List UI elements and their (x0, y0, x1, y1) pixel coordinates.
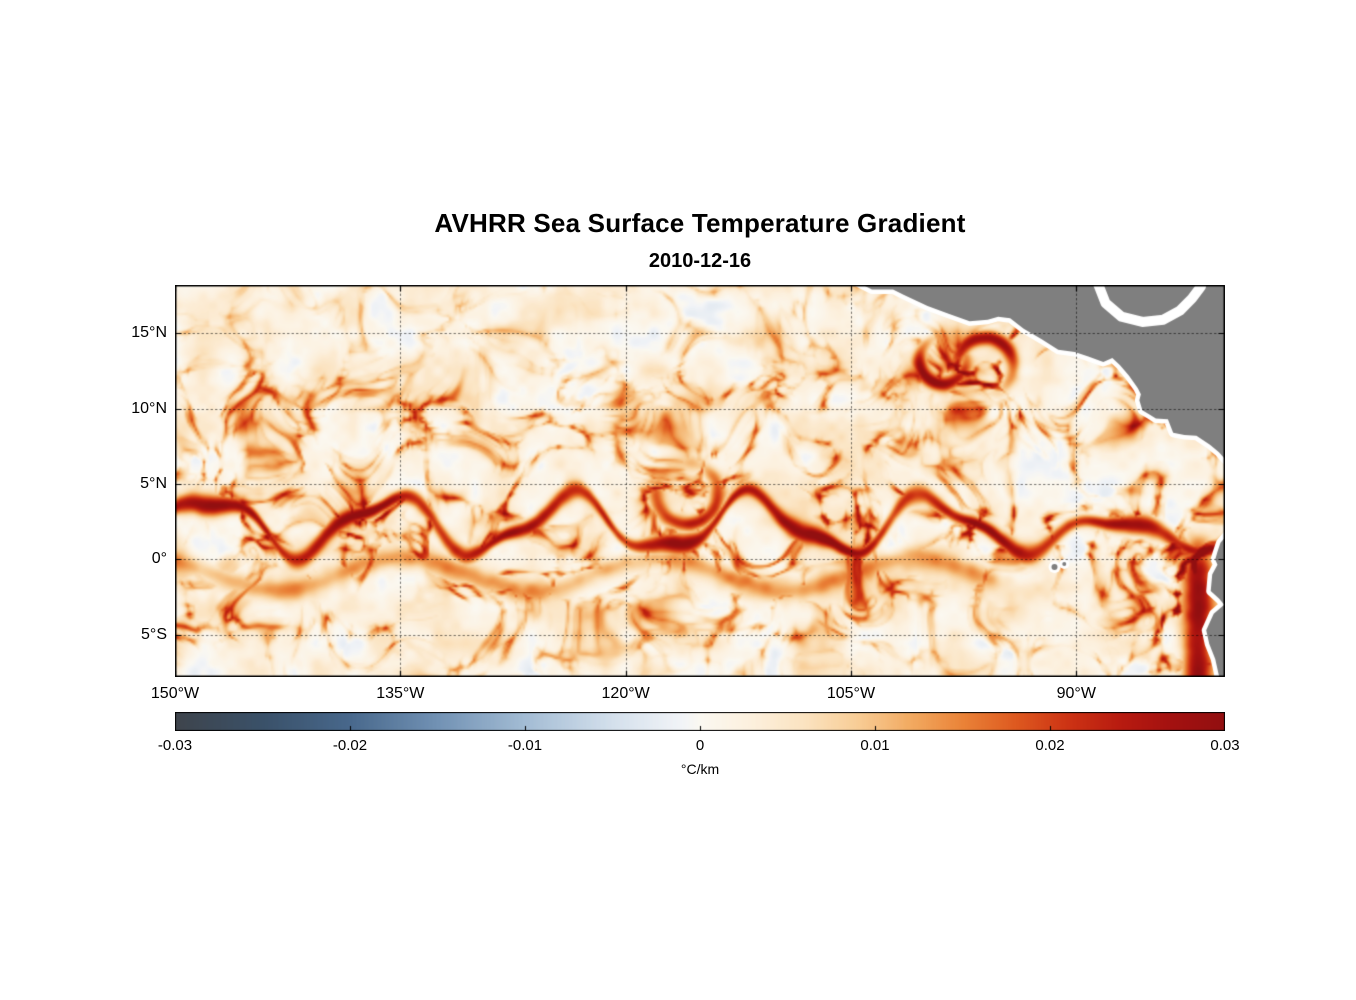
colorbar-tick-label: 0.03 (1210, 737, 1240, 754)
y-axis-tick-label: 15°N (131, 324, 167, 342)
x-axis-tick-label: 105°W (826, 685, 876, 702)
colorbar-tick-label: -0.03 (157, 737, 193, 754)
y-axis-tick-label: 5°N (140, 475, 167, 492)
chart-subtitle-date: 2010-12-16 (648, 250, 752, 272)
colorbar-tick-label: 0.02 (1035, 737, 1065, 754)
sst-gradient-map-canvas (175, 285, 1225, 677)
colorbar-tick-label: -0.01 (507, 737, 543, 754)
colorbar-tick-label: 0 (695, 737, 705, 754)
x-axis-tick-label: 90°W (1056, 685, 1096, 702)
y-axis-tick-label: 0° (151, 550, 167, 568)
chart-title: AVHRR Sea Surface Temperature Gradient (434, 208, 966, 238)
colorbar-tick-label: 0.01 (860, 737, 890, 754)
y-axis-tick-label: 5°S (141, 625, 167, 643)
x-axis-tick-label: 120°W (601, 685, 650, 702)
x-axis-tick-label: 135°W (376, 685, 425, 702)
colorbar-canvas (175, 712, 1225, 731)
colorbar-units-label: °C/km (680, 761, 720, 777)
y-axis-tick-label: 10°N (131, 399, 167, 417)
colorbar-tick-label: -0.02 (332, 737, 368, 754)
x-axis-tick-label: 150°W (150, 685, 200, 702)
